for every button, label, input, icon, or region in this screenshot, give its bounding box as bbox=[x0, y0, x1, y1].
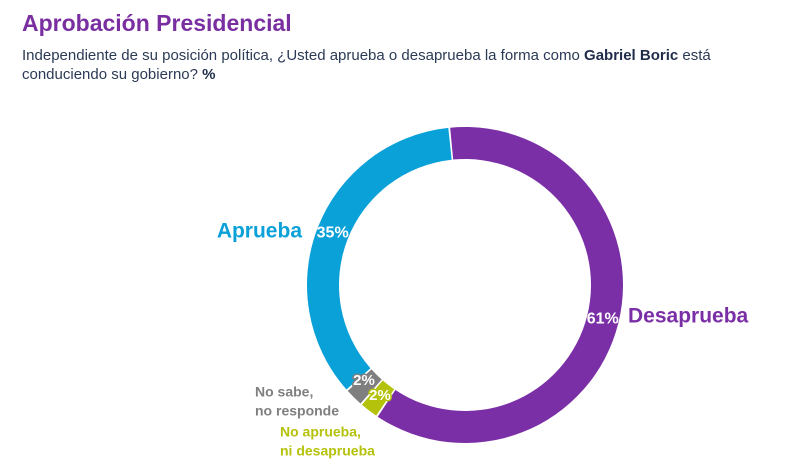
value-label-desaprueba: 61% bbox=[587, 311, 619, 328]
category-label-aprueba: Aprueba bbox=[217, 220, 303, 243]
value-label-aprueba: 35% bbox=[317, 225, 349, 242]
category-label-desaprueba: Desaprueba bbox=[628, 305, 749, 328]
donut-labels: 61% 2%2% 35% Desaprueba No aprueba, ni desapr… bbox=[217, 220, 749, 459]
question-unit: % bbox=[202, 66, 216, 83]
value-label-no-sabe-no-responde: 2% bbox=[353, 372, 375, 389]
donut-slices bbox=[307, 127, 623, 444]
category-label-no-aprueba-ni-desaprueba-line-1: No aprueba, bbox=[280, 424, 361, 440]
slice-aprueba bbox=[307, 127, 452, 390]
slice-no-sabe-no-responde bbox=[347, 369, 382, 404]
category-label-no-sabe-no-responde-line-1: No sabe, bbox=[255, 384, 313, 400]
chart-title: Aprobación Presidencial bbox=[22, 10, 292, 36]
category-label-no-aprueba-ni-desaprueba-line-2: ni desaprueba bbox=[280, 443, 375, 459]
slice-no-aprueba-ni-desaprueba bbox=[361, 380, 395, 416]
category-label-no-sabe-no-responde-line-2: no responde bbox=[255, 403, 339, 419]
slice-desaprueba bbox=[377, 127, 623, 444]
question-president-name: Gabriel Boric bbox=[584, 47, 679, 64]
value-label-no-aprueba-ni-desaprueba: 2% bbox=[369, 387, 391, 404]
question-text-start: Independiente de su posición política, ¿… bbox=[22, 47, 585, 64]
chart-subtitle: Independiente de su posición política, ¿… bbox=[22, 46, 782, 84]
question-text-end: está conduciendo su gobierno? bbox=[22, 47, 711, 83]
